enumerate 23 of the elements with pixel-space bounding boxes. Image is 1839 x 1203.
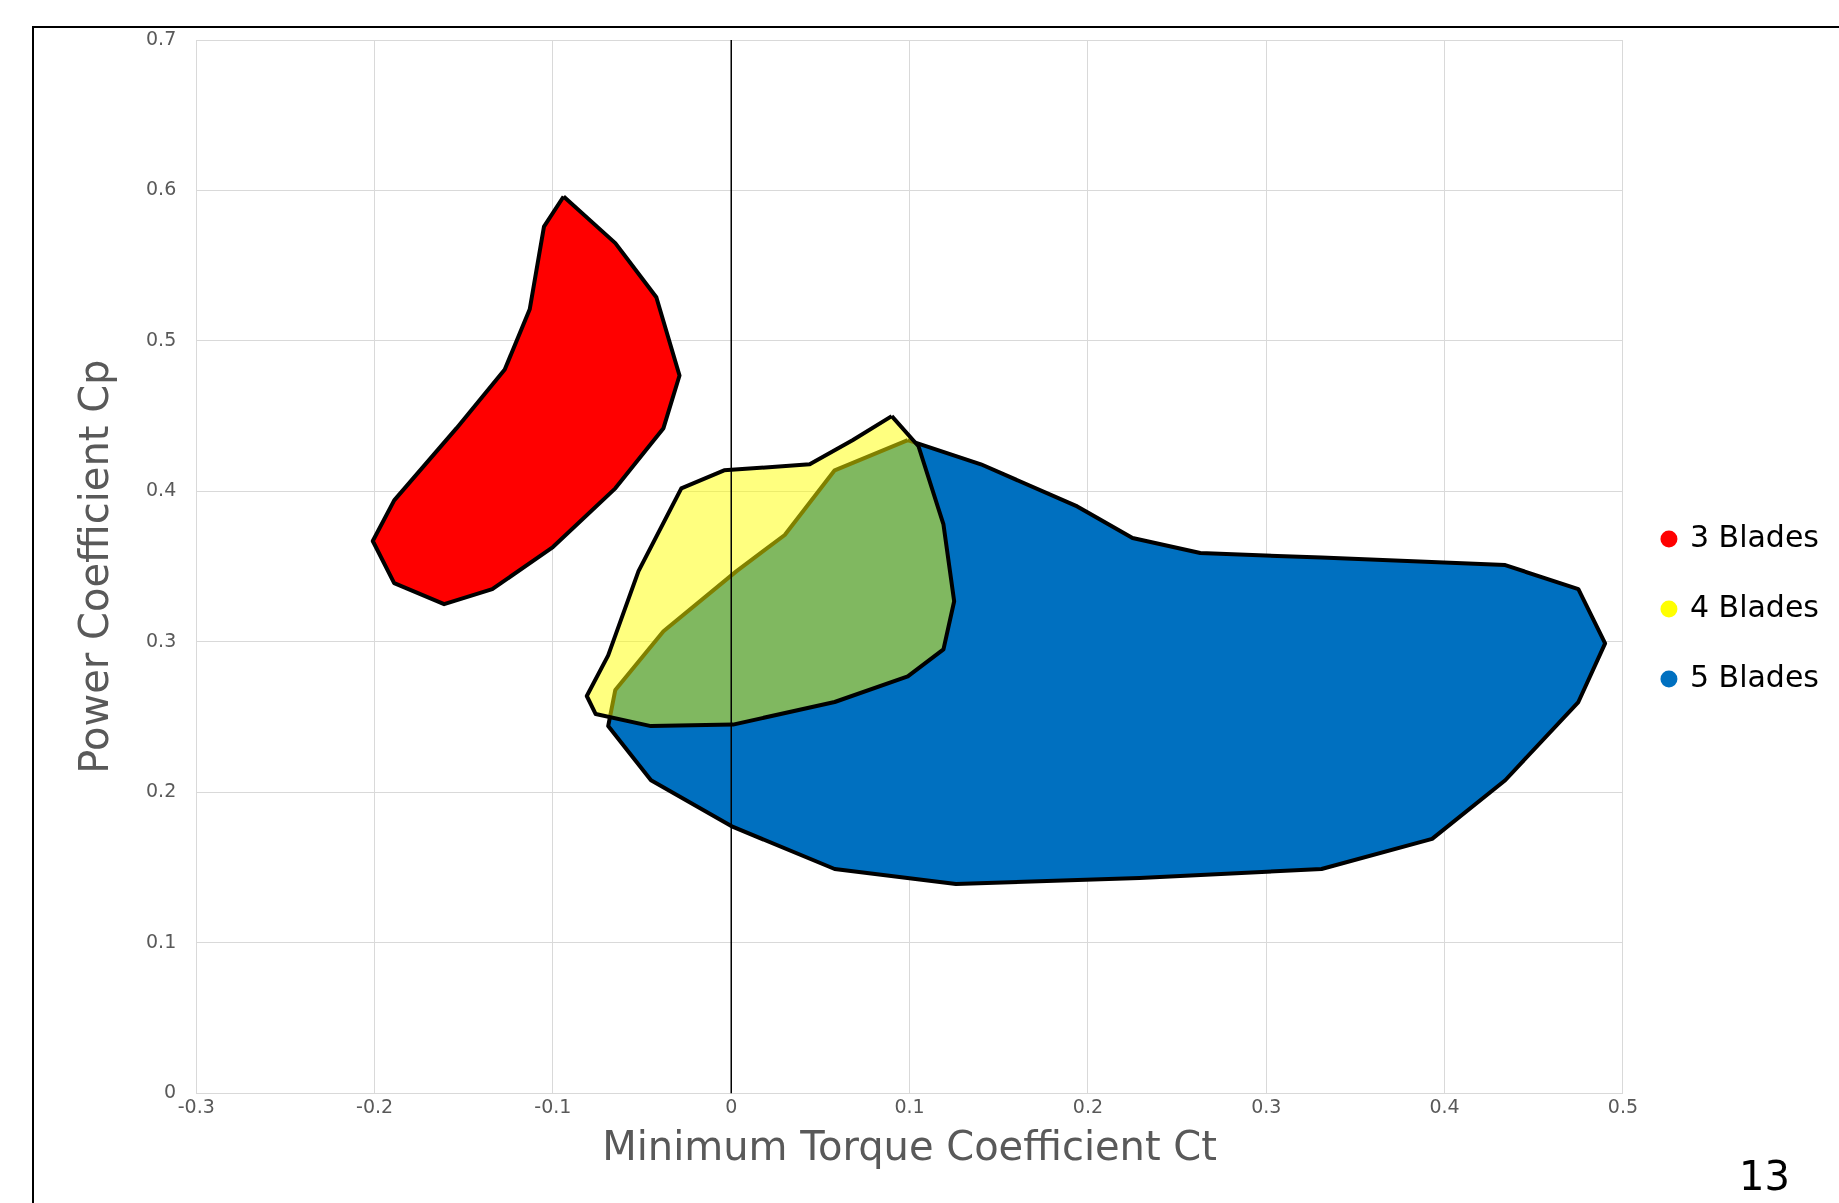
- x-tick-label: 0.1: [894, 1094, 925, 1117]
- x-tick-label: -0.1: [534, 1094, 572, 1117]
- legend-label: 4 Blades: [1689, 588, 1820, 624]
- x-axis-title: Minimum Torque Coefficient Ct: [602, 1123, 1217, 1170]
- x-tick-label: 0.5: [1607, 1094, 1639, 1117]
- y-tick-label: 0.4: [146, 478, 177, 501]
- y-tick-label: 0.6: [146, 177, 177, 200]
- y-tick-label: 0.7: [146, 26, 177, 49]
- x-tick-label: 0.4: [1429, 1094, 1460, 1117]
- x-tick-label: 0.2: [1072, 1094, 1104, 1117]
- y-tick-label: 0.2: [146, 779, 177, 802]
- y-tick-label: 0.1: [146, 929, 177, 952]
- y-axis-title: Power Coefficient Cp: [71, 359, 118, 774]
- x-tick-label: -0.3: [177, 1094, 215, 1117]
- y-tick-label: 0.3: [146, 628, 177, 651]
- y-tick-label: 0.5: [146, 327, 177, 350]
- legend-label: 3 Blades: [1689, 518, 1820, 554]
- legend-label: 5 Blades: [1689, 658, 1820, 694]
- x-tick-label: -0.2: [356, 1094, 394, 1117]
- x-tick-label: 0: [725, 1094, 738, 1117]
- x-tick-label: 0.3: [1251, 1094, 1282, 1117]
- y-tick-label: 0: [164, 1080, 177, 1103]
- text: 13: [1739, 1153, 1790, 1200]
